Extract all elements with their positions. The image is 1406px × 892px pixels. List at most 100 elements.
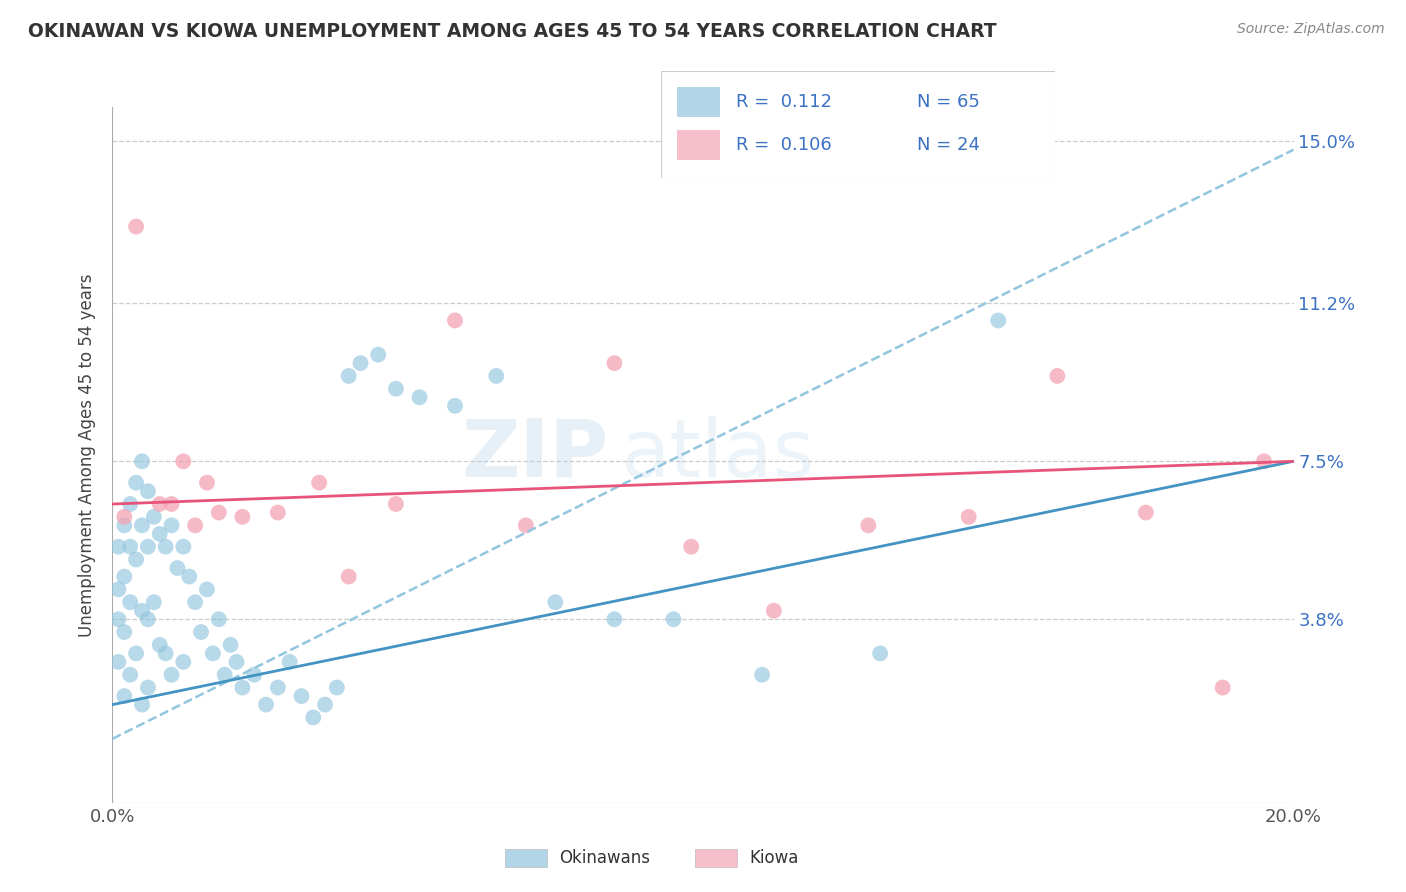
- Point: [267, 506, 290, 520]
- Point: [155, 540, 177, 554]
- Point: [131, 454, 153, 468]
- Point: [131, 698, 153, 712]
- Point: [267, 681, 290, 695]
- Point: [172, 454, 194, 468]
- Point: [308, 475, 330, 490]
- Point: [195, 475, 218, 490]
- Point: [166, 561, 188, 575]
- Point: [136, 681, 159, 695]
- Point: [231, 509, 253, 524]
- Point: [662, 612, 685, 626]
- Text: atlas: atlas: [620, 416, 814, 494]
- Point: [243, 667, 266, 681]
- Bar: [505, 849, 547, 867]
- Point: [125, 219, 148, 234]
- Point: [107, 582, 129, 597]
- Point: [278, 655, 301, 669]
- Point: [195, 582, 218, 597]
- Point: [515, 518, 537, 533]
- FancyBboxPatch shape: [661, 71, 1054, 178]
- Text: Okinawans: Okinawans: [560, 849, 651, 867]
- Point: [987, 313, 1010, 327]
- Point: [142, 595, 165, 609]
- Point: [136, 484, 159, 499]
- Text: OKINAWAN VS KIOWA UNEMPLOYMENT AMONG AGES 45 TO 54 YEARS CORRELATION CHART: OKINAWAN VS KIOWA UNEMPLOYMENT AMONG AGE…: [28, 22, 997, 41]
- Point: [326, 681, 349, 695]
- Point: [149, 527, 172, 541]
- Point: [762, 604, 785, 618]
- Point: [131, 518, 153, 533]
- Point: [385, 497, 408, 511]
- Point: [544, 595, 567, 609]
- Point: [1253, 454, 1275, 468]
- Point: [155, 647, 177, 661]
- Point: [149, 497, 172, 511]
- Text: Source: ZipAtlas.com: Source: ZipAtlas.com: [1237, 22, 1385, 37]
- Point: [112, 569, 135, 583]
- Point: [1135, 506, 1157, 520]
- Point: [485, 368, 508, 383]
- Point: [225, 655, 247, 669]
- Point: [172, 655, 194, 669]
- Point: [112, 625, 135, 640]
- Point: [385, 382, 408, 396]
- Point: [444, 399, 467, 413]
- Point: [120, 497, 142, 511]
- Point: [603, 612, 626, 626]
- Text: N = 24: N = 24: [917, 136, 980, 154]
- Point: [184, 595, 207, 609]
- Point: [179, 569, 201, 583]
- Point: [125, 647, 148, 661]
- Point: [160, 667, 183, 681]
- Point: [681, 540, 703, 554]
- Point: [1046, 368, 1069, 383]
- Point: [957, 509, 980, 524]
- Point: [349, 356, 371, 370]
- Point: [112, 689, 135, 703]
- Point: [314, 698, 336, 712]
- Point: [190, 625, 212, 640]
- Point: [408, 390, 430, 404]
- Point: [136, 612, 159, 626]
- Point: [219, 638, 242, 652]
- Point: [302, 710, 325, 724]
- Point: [149, 638, 172, 652]
- Point: [107, 612, 129, 626]
- Point: [120, 595, 142, 609]
- Point: [367, 348, 389, 362]
- Point: [112, 509, 135, 524]
- Bar: [676, 87, 720, 117]
- Point: [201, 647, 224, 661]
- Point: [142, 509, 165, 524]
- Bar: [695, 849, 737, 867]
- Point: [136, 540, 159, 554]
- Point: [107, 655, 129, 669]
- Text: ZIP: ZIP: [461, 416, 609, 494]
- Point: [869, 647, 891, 661]
- Point: [858, 518, 880, 533]
- Point: [208, 506, 231, 520]
- Point: [1212, 681, 1234, 695]
- Point: [231, 681, 253, 695]
- Point: [120, 540, 142, 554]
- Point: [125, 475, 148, 490]
- Point: [444, 313, 467, 327]
- Point: [208, 612, 231, 626]
- Point: [120, 667, 142, 681]
- Text: Kiowa: Kiowa: [749, 849, 799, 867]
- Text: N = 65: N = 65: [917, 93, 980, 112]
- Point: [112, 518, 135, 533]
- Point: [751, 667, 773, 681]
- Point: [107, 540, 129, 554]
- Point: [172, 540, 194, 554]
- Point: [125, 552, 148, 566]
- Point: [160, 497, 183, 511]
- Point: [214, 667, 236, 681]
- Bar: [676, 130, 720, 160]
- Text: R =  0.106: R = 0.106: [735, 136, 831, 154]
- Text: R =  0.112: R = 0.112: [735, 93, 831, 112]
- Point: [337, 569, 360, 583]
- Point: [290, 689, 312, 703]
- Point: [603, 356, 626, 370]
- Y-axis label: Unemployment Among Ages 45 to 54 years: Unemployment Among Ages 45 to 54 years: [77, 273, 96, 637]
